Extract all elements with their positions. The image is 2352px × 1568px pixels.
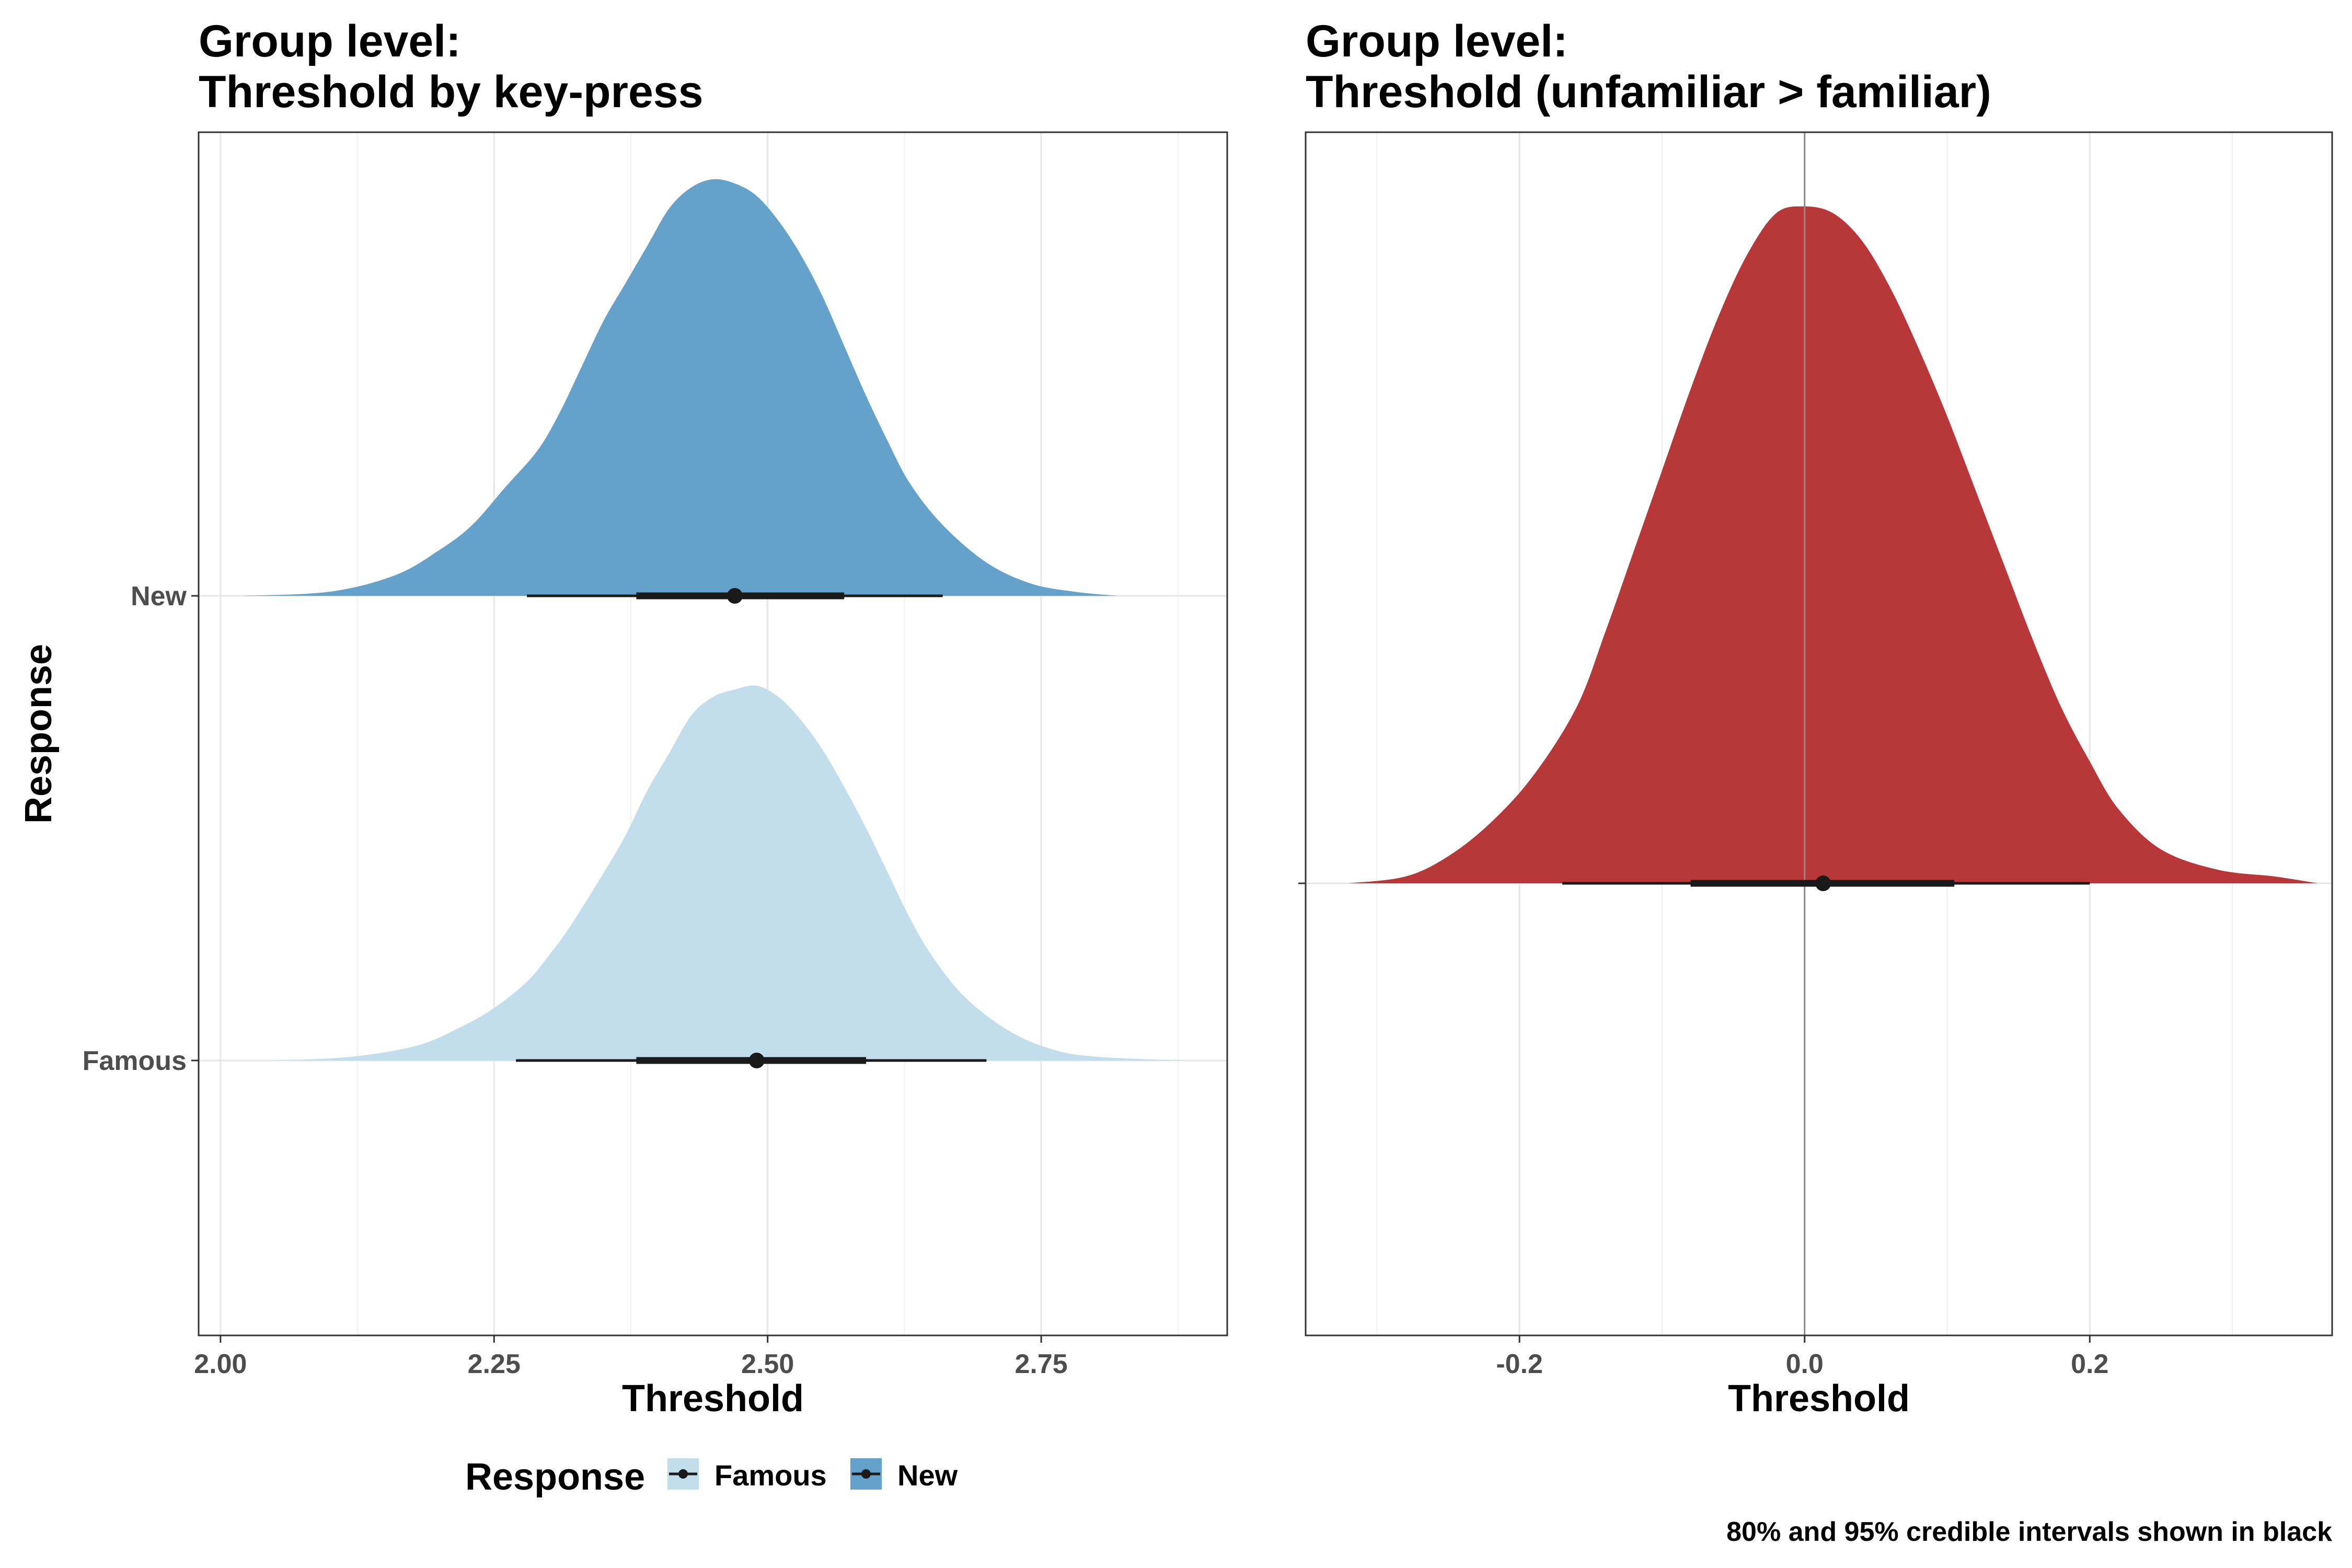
y-tick-label-new: New [131,581,187,612]
left-panel-border [198,131,1228,1336]
x-tick-label: -0.2 [1496,1349,1543,1379]
x-tick-label: 2.50 [741,1349,794,1379]
right-panel: Group level: Threshold (unfamiliar > fam… [1298,16,2333,1420]
right-intervals [1562,875,2090,891]
right-x-axis-title: Threshold [1728,1378,1910,1420]
legend-title: Response [465,1456,645,1498]
legend-point-famous [678,1469,688,1479]
legend-label-famous: Famous [714,1459,827,1492]
left-y-ticks: Famous New [83,581,199,1076]
left-x-axis-title: Threshold [622,1378,804,1420]
x-tick-label: 2.75 [1014,1349,1067,1379]
right-panel-border [1305,131,2333,1336]
x-tick-label: 0.0 [1786,1349,1824,1379]
left-panel: Group level: Threshold by key-press Famo… [18,16,1228,1420]
left-title-line1: Group level: [199,16,461,66]
legend-point-new [861,1469,871,1479]
right-title-line2: Threshold (unfamiliar > familiar) [1306,67,1991,117]
density-new [242,179,1118,596]
legend: Response Famous New [465,1456,958,1498]
x-tick-label: 0.2 [2071,1349,2108,1379]
point-estimate [748,1053,765,1068]
right-title-line1: Group level: [1306,16,1568,66]
legend-key-new [850,1458,882,1490]
point-estimate [1815,875,1831,891]
left-title-line2: Threshold by key-press [199,67,703,117]
legend-key-famous [667,1458,699,1490]
left-intervals [516,588,987,1068]
density-difference [1348,206,2318,883]
x-tick-label: 2.00 [194,1349,247,1379]
y-tick-label-famous: Famous [83,1046,187,1076]
left-x-ticks: 2.00 2.25 2.50 2.75 [194,1335,1068,1379]
right-densities [1348,206,2318,883]
point-estimate [727,588,743,604]
density-famous [275,685,1184,1060]
legend-label-new: New [897,1459,958,1492]
right-x-ticks: -0.2 0.0 0.2 [1496,1335,2108,1379]
x-tick-label: 2.25 [468,1349,521,1379]
y-axis-title: Response [18,644,60,824]
caption: 80% and 95% credible intervals shown in … [1726,1517,2332,1547]
left-densities [242,179,1184,1060]
